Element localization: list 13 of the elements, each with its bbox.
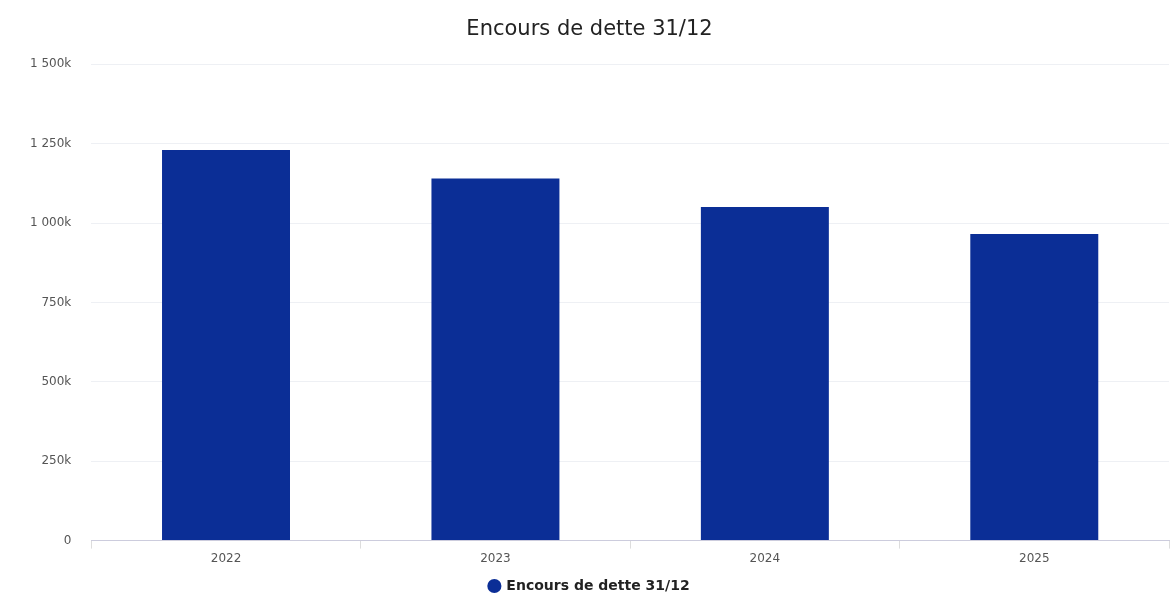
x-tick-label: 2022 bbox=[210, 550, 242, 565]
y-tick-label: 1 250k bbox=[29, 135, 72, 150]
x-tick-label: 2024 bbox=[749, 550, 781, 565]
x-tick-label: 2023 bbox=[480, 550, 511, 565]
legend-label: Encours de dette 31/12 bbox=[506, 576, 690, 593]
y-tick-label: 250k bbox=[41, 453, 72, 468]
y-tick-label: 500k bbox=[41, 373, 72, 388]
y-tick-label: 0 bbox=[63, 532, 72, 547]
x-tick-label: 2025 bbox=[1019, 550, 1050, 565]
y-tick-label: 1 500k bbox=[29, 56, 72, 71]
y-tick-label: 1 000k bbox=[29, 215, 72, 230]
y-tick-label: 750k bbox=[41, 294, 72, 309]
chart-title: Encours de dette 31/12 bbox=[466, 16, 713, 41]
